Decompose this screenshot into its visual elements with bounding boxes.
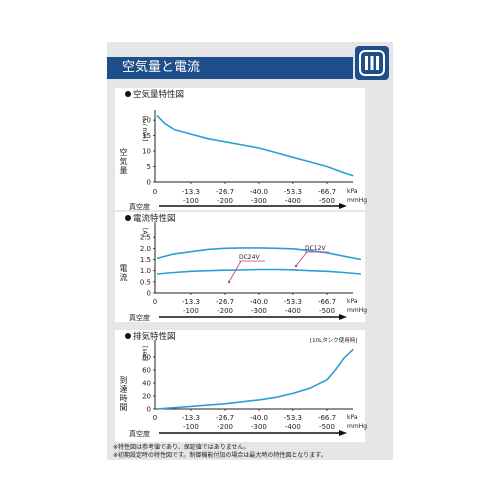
series-line-0 <box>156 114 354 177</box>
x-tick-label-mmhg: -200 <box>217 197 233 205</box>
y-tick-label: 20 <box>142 393 151 401</box>
y-unit-label: [L / min] <box>141 116 148 141</box>
exhaust-chart-panel: 排気特性図 [10Lタンク使用時] 到達時間 [sec] 0 20 40 60 80 0 -1… <box>115 330 367 442</box>
y-unit-label: [A] <box>141 228 148 237</box>
x-unit-mmhg: mmHg <box>347 423 367 430</box>
y-tick-label: 15 <box>142 132 151 140</box>
x-unit-mmhg: mmHg <box>347 197 367 204</box>
x-tick-label-kpa: -13.3 <box>182 414 200 422</box>
annotation-dc24v: DC24V <box>239 254 260 261</box>
chart-title: 空気量特性図 <box>125 90 184 100</box>
chart-title-text: 電流特性図 <box>133 214 176 224</box>
x-tick-label-kpa: 0 <box>153 188 157 196</box>
bullet-icon <box>125 91 131 97</box>
x-unit-mmhg: mmHg <box>347 307 367 314</box>
bullet-icon <box>125 215 131 221</box>
y-axis-label: 電流 <box>119 264 128 282</box>
x-axis-title: 真空度 <box>129 429 150 438</box>
x-tick-label-kpa: -40.0 <box>250 188 268 196</box>
y-tick-label: 0 <box>147 179 151 187</box>
y-tick-label: 1.5 <box>140 256 151 264</box>
x-tick-label-kpa: -13.3 <box>182 298 200 306</box>
x-tick-label-mmhg: -200 <box>217 307 233 315</box>
airflow-chart-panel: 空気量特性図 空気量 [L / min] 0 5 10 15 20 0 -13.3 -26.7-… <box>115 88 367 211</box>
y-tick-label: 0 <box>147 290 151 298</box>
x-tick-label-kpa: -53.3 <box>284 414 302 422</box>
current-chart-panel: 電流特性図 電流 [A] 0 0.5 1.0 1.5 2.0 2.5 0 -13.3 -26.7-… <box>115 212 367 322</box>
x-tick-label-mmhg: -400 <box>285 197 301 205</box>
series-line-dc12v <box>156 247 362 261</box>
y-tick-label: 0.5 <box>140 278 151 286</box>
x-tick-label-mmhg: -500 <box>319 423 335 431</box>
current-chart: [A] 0 0.5 1.0 1.5 2.0 2.5 0 -13.3 -26.7 -40.0 -53.3… <box>129 222 367 322</box>
x-tick-label-mmhg: -500 <box>319 307 335 315</box>
chart-title: 電流特性図 <box>125 214 176 224</box>
x-tick-label-kpa: -40.0 <box>250 414 268 422</box>
x-unit-kpa: kPa <box>347 188 358 195</box>
annotation-leader-dc24v <box>228 260 242 283</box>
footnote-2: ※初期設定時の特性図です。制御機能付加の場合は最大時の特性図となります。 <box>113 452 327 459</box>
x-tick-label-mmhg: -100 <box>183 423 199 431</box>
x-tick-label-kpa: -13.3 <box>182 188 200 196</box>
x-direction-arrow-icon <box>339 430 347 436</box>
x-tick-label-kpa: 0 <box>153 298 157 306</box>
y-tick-label: 0 <box>147 406 151 414</box>
x-tick-label-kpa: -53.3 <box>284 298 302 306</box>
x-tick-label-kpa: -26.7 <box>216 298 234 306</box>
x-tick-label-kpa: -26.7 <box>216 188 234 196</box>
x-direction-arrow-icon <box>339 314 347 320</box>
x-tick-label-mmhg: -300 <box>251 423 267 431</box>
x-unit-kpa: kPa <box>347 298 358 305</box>
x-tick-label-mmhg: -400 <box>285 423 301 431</box>
bullet-icon <box>125 333 131 339</box>
x-tick-label-kpa: -66.7 <box>318 188 336 196</box>
x-tick-label-mmhg: -500 <box>319 197 335 205</box>
x-tick-label-kpa: -40.0 <box>250 298 268 306</box>
annotation-dot <box>227 280 231 284</box>
x-tick-label-kpa: -26.7 <box>216 414 234 422</box>
y-axis-label: 空気量 <box>119 148 128 175</box>
y-tick-label: 2.0 <box>140 245 151 253</box>
x-tick-label-mmhg: -100 <box>183 307 199 315</box>
x-tick-label-kpa: -66.7 <box>318 298 336 306</box>
annotation-leader-dc12v <box>295 251 308 267</box>
header-bar <box>107 57 353 79</box>
x-tick-label-mmhg: -300 <box>251 197 267 205</box>
y-axis-label: 到達時間 <box>119 376 128 412</box>
footnote-1: ※特性図は参考値であり、保証値ではありません。 <box>113 444 250 451</box>
x-tick-label-kpa: -53.3 <box>284 188 302 196</box>
y-tick-label: 5 <box>147 163 151 171</box>
tank-note: [10Lタンク使用時] <box>310 338 358 344</box>
airflow-chart: [L / min] 0 5 10 15 20 0 -13.3 -26.7 -40.0 -53.3 -6… <box>129 110 367 211</box>
chart-title-text: 排気特性図 <box>133 332 176 342</box>
y-tick-label: 1.0 <box>140 267 151 275</box>
y-tick-label: 80 <box>142 354 151 362</box>
chart-title: 排気特性図 <box>125 332 176 342</box>
x-tick-label-kpa: -66.7 <box>318 414 336 422</box>
exhaust-chart: [sec] 0 20 40 60 80 0 -13.3 -26.7 -40.0 -53.3 -66.7… <box>129 340 367 438</box>
y-tick-label: 10 <box>142 148 151 156</box>
brand-logo-icon <box>355 46 389 80</box>
y-tick-label: 20 <box>142 117 151 125</box>
x-tick-label-mmhg: -400 <box>285 307 301 315</box>
x-tick-label-mmhg: -300 <box>251 307 267 315</box>
page-title: 空気量と電流 <box>122 60 201 75</box>
series-line-0 <box>156 348 354 410</box>
y-unit-label: [sec] <box>141 346 148 361</box>
chart-title-text: 空気量特性図 <box>133 90 185 100</box>
x-axis-title: 真空度 <box>129 313 150 322</box>
annotation-dot <box>294 264 298 268</box>
y-tick-label: 2.5 <box>140 234 151 242</box>
series-line-dc24v <box>156 268 361 275</box>
x-axis-title: 真空度 <box>129 202 150 211</box>
x-tick-label-mmhg: -200 <box>217 423 233 431</box>
x-unit-kpa: kPa <box>347 414 358 421</box>
y-tick-label: 40 <box>142 380 151 388</box>
x-tick-label-kpa: 0 <box>153 414 157 422</box>
x-direction-arrow-icon <box>339 203 347 209</box>
y-tick-label: 60 <box>142 367 151 375</box>
x-tick-label-mmhg: -100 <box>183 197 199 205</box>
annotation-dc12v: DC12V <box>305 245 326 252</box>
